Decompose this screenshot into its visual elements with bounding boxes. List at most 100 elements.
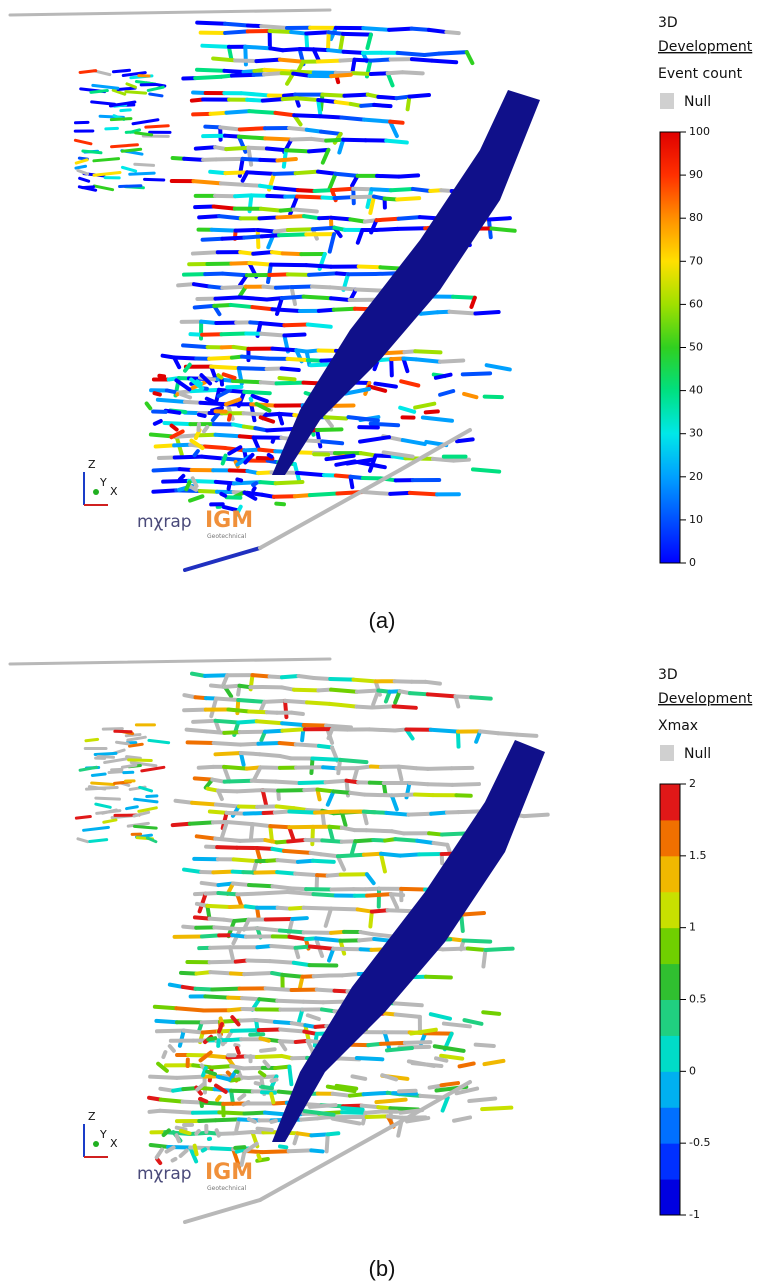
tunnel	[235, 891, 262, 897]
tunnel	[161, 1128, 171, 1138]
tunnel	[265, 411, 282, 417]
tunnel	[302, 787, 320, 793]
tunnel	[423, 679, 442, 686]
tunnel	[364, 828, 395, 834]
tunnel	[395, 196, 422, 202]
tunnel	[255, 943, 274, 950]
legend-subtitle: Development	[658, 39, 753, 55]
fault-plane	[272, 90, 540, 475]
tunnel	[335, 854, 347, 872]
tunnel	[178, 392, 193, 400]
colorbar-band	[660, 855, 680, 893]
colorbar-band	[660, 819, 680, 857]
tunnel	[210, 777, 227, 784]
colorbar: 0 10 20 30 40 50 60 70 80 90 100	[659, 125, 710, 569]
tunnel	[133, 824, 158, 830]
tunnel	[272, 227, 290, 234]
tunnel	[439, 1053, 465, 1061]
tunnel	[233, 58, 259, 64]
tunnel	[254, 1053, 284, 1060]
tunnel	[176, 282, 196, 288]
tunnel	[140, 765, 166, 773]
tunnel	[220, 284, 248, 290]
tunnel	[224, 819, 255, 827]
tunnel	[181, 343, 210, 350]
tunnel	[425, 782, 455, 787]
tunnel	[301, 294, 334, 301]
tunnel	[420, 415, 454, 423]
tunnel	[240, 156, 263, 162]
tunnel	[295, 188, 317, 193]
tunnel	[290, 916, 309, 922]
tunnel	[364, 872, 376, 886]
tunnel	[291, 71, 312, 78]
tunnel	[169, 429, 185, 440]
tunnel	[425, 766, 454, 771]
tunnel	[126, 821, 150, 828]
tunnel	[207, 809, 229, 815]
tunnel	[277, 375, 297, 382]
tunnel	[235, 1045, 241, 1055]
tunnel	[257, 1070, 267, 1078]
tunnel	[212, 302, 233, 308]
tunnel	[278, 207, 296, 213]
tunnel	[405, 94, 412, 112]
tunnel	[78, 69, 98, 74]
tunnel	[248, 822, 255, 841]
tunnel	[243, 1141, 259, 1154]
tunnel	[224, 810, 247, 816]
tunnel	[327, 946, 336, 963]
tunnel	[369, 704, 396, 710]
tunnel	[288, 886, 309, 892]
tunnel	[289, 136, 314, 142]
tunnel	[251, 486, 257, 493]
tunnel	[163, 408, 182, 415]
tunnel	[355, 228, 365, 245]
tunnel	[132, 810, 151, 818]
tunnel	[307, 944, 336, 951]
tunnel	[220, 235, 247, 241]
tunnel	[423, 409, 440, 415]
tunnel	[207, 284, 225, 290]
tunnel	[414, 357, 443, 364]
colorbar-tick-label: 80	[689, 211, 703, 224]
tunnel	[234, 788, 265, 794]
tunnel	[399, 379, 421, 388]
tunnel	[356, 264, 383, 270]
tunnel	[375, 357, 394, 363]
tunnel	[357, 937, 377, 943]
tunnel	[251, 250, 274, 256]
tunnel	[198, 1096, 209, 1104]
tunnel	[295, 858, 315, 864]
tunnel	[455, 437, 475, 444]
tunnel	[389, 356, 406, 362]
tunnel	[400, 438, 427, 447]
tunnel	[234, 504, 243, 518]
tunnel	[288, 905, 306, 911]
tunnel	[243, 452, 255, 465]
tunnel	[231, 1129, 255, 1136]
tunnel	[226, 44, 234, 62]
tunnel	[428, 1012, 452, 1021]
tunnel	[318, 114, 344, 120]
tunnel	[250, 305, 275, 312]
axes-triad: Z Y X	[83, 1110, 118, 1158]
tunnel	[210, 986, 242, 992]
tunnel	[332, 988, 350, 994]
tunnel	[208, 970, 233, 976]
tunnel	[399, 886, 428, 892]
tunnel	[362, 117, 393, 124]
tunnel	[315, 427, 323, 449]
colorbar-band	[660, 963, 680, 1000]
tunnel	[233, 227, 260, 233]
tunnel	[334, 1083, 359, 1091]
colorbar-band	[660, 891, 680, 929]
tunnel	[318, 129, 343, 136]
tunnel	[8, 657, 332, 666]
tunnel	[200, 43, 231, 49]
tunnel	[193, 145, 218, 151]
tunnel	[305, 358, 324, 363]
tunnel	[242, 389, 272, 396]
tunnel	[248, 396, 254, 403]
tunnel	[194, 432, 218, 438]
